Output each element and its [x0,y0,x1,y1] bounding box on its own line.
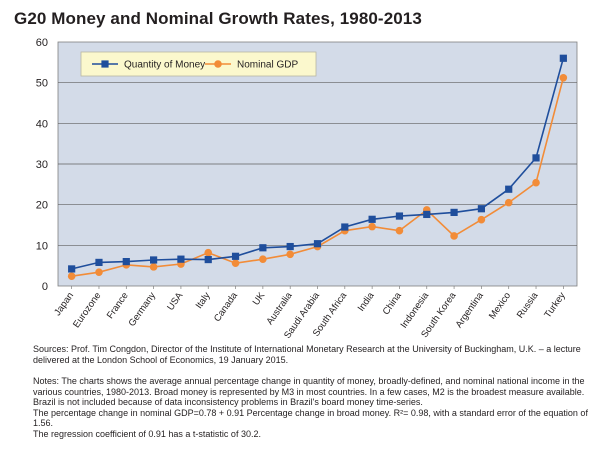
quantity-of-money-point [68,265,76,273]
quantity-of-money-point [177,255,185,263]
quantity-of-money-point [477,205,485,213]
legend-quantity-of-money-marker [101,60,109,68]
x-tick-label-eurozone: Eurozone [71,290,103,330]
quantity-of-money-point [313,240,322,248]
x-tick-label-mexico: Mexico [487,290,513,321]
notes-section: Notes: The charts shows the average annu… [33,376,588,440]
nominal-gdp-point [95,268,103,276]
quantity-of-money-point [341,223,349,231]
nominal-gdp-point [504,198,513,207]
sources-note: Sources: Prof. Tim Congdon, Director of … [33,344,588,365]
y-tick-label-30: 30 [36,159,48,171]
nominal-gdp-point [149,263,158,271]
y-axis: 0 10 20 30 40 50 60 [36,37,48,293]
quantity-of-money-point [231,252,240,260]
legend: Quantity of Money Nominal GDP [80,51,317,77]
nominal-gdp-point [231,259,240,268]
series-group [67,54,568,281]
nominal-gdp-point [259,255,267,263]
nominal-gdp-point [286,250,294,259]
x-tick-label-usa: USA [165,290,186,313]
y-tick-label-20: 20 [36,200,48,212]
quantity-of-money-point [368,215,376,223]
y-tick-label-10: 10 [36,240,48,252]
quantity-of-money-point [204,255,212,264]
quantity-of-money-point [122,258,130,266]
x-tick-label-argentina: Argentina [454,290,487,330]
y-tick-label-0: 0 [42,281,48,293]
quantity-of-money-point [259,244,267,252]
nominal-gdp-point [450,232,458,240]
quantity-of-money-point [450,208,458,216]
legend-box [80,51,317,77]
legend-quantity-of-money-label: Quantity of Money [124,60,205,71]
nominal-gdp-point [67,272,76,281]
notes-text: Notes: The charts shows the average annu… [33,376,585,408]
nominal-gdp-point [395,226,404,235]
legend-nominal-gdp-marker [214,60,222,68]
nominal-gdp-point [559,73,568,82]
nominal-gdp-point [368,222,376,231]
y-tick-label-60: 60 [36,37,48,49]
quantity-of-money-point [532,154,540,162]
regression-equation: The percentage change in nominal GDP=0.7… [33,407,588,429]
x-tick-label-uk: UK [251,290,268,308]
x-tick-label-russia: Russia [515,290,541,321]
nominal-gdp-point [532,178,540,187]
x-tick-label-turkey: Turkey [542,290,568,320]
x-tick-label-india: India [356,290,377,314]
sources-text: Sources: Prof. Tim Congdon, Director of … [33,344,581,365]
chart-title: G20 Money and Nominal Growth Rates, 1980… [14,9,422,28]
nominal-gdp-point [204,248,213,257]
nominal-gdp-point [477,215,486,224]
quantity-of-money-point [95,258,103,267]
quantity-of-money-point [395,212,404,220]
x-tick-label-japan: Japan [52,290,76,318]
legend-nominal-gdp-label: Nominal GDP [237,60,298,71]
quantity-of-money-point [559,54,567,62]
x-tick-label-china: China [381,290,405,317]
y-tick-label-50: 50 [36,78,48,90]
x-tick-label-italy: Italy [194,290,213,311]
x-tick-label-france: France [105,290,131,321]
quantity-of-money-point [423,210,431,219]
regression-coefficient: The regression coefficient of 0.91 has a… [33,428,261,439]
x-tick-label-germany: Germany [127,290,159,329]
y-tick-label-40: 40 [36,118,48,130]
quantity-of-money-point [150,256,158,264]
quantity-of-money-point [286,242,294,251]
x-tick-label-canada: Canada [212,290,241,324]
quantity-of-money-point [505,185,513,193]
legend-items: Quantity of Money Nominal GDP [92,60,298,71]
